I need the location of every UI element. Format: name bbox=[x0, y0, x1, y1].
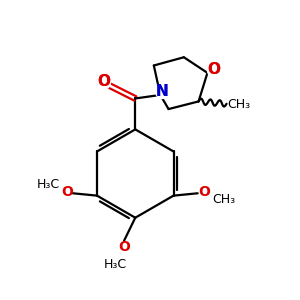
Text: O: O bbox=[97, 74, 110, 89]
Text: O: O bbox=[97, 74, 110, 89]
Text: O: O bbox=[198, 185, 210, 199]
Text: N: N bbox=[155, 84, 168, 99]
Text: O: O bbox=[119, 240, 130, 254]
Text: O: O bbox=[61, 185, 73, 199]
Text: CH₃: CH₃ bbox=[212, 193, 235, 206]
Text: CH₃: CH₃ bbox=[227, 98, 250, 111]
Text: N: N bbox=[155, 84, 168, 99]
Text: O: O bbox=[207, 62, 220, 77]
Text: H₃C: H₃C bbox=[36, 178, 59, 191]
Text: O: O bbox=[207, 62, 220, 77]
Text: H₃C: H₃C bbox=[104, 258, 127, 271]
